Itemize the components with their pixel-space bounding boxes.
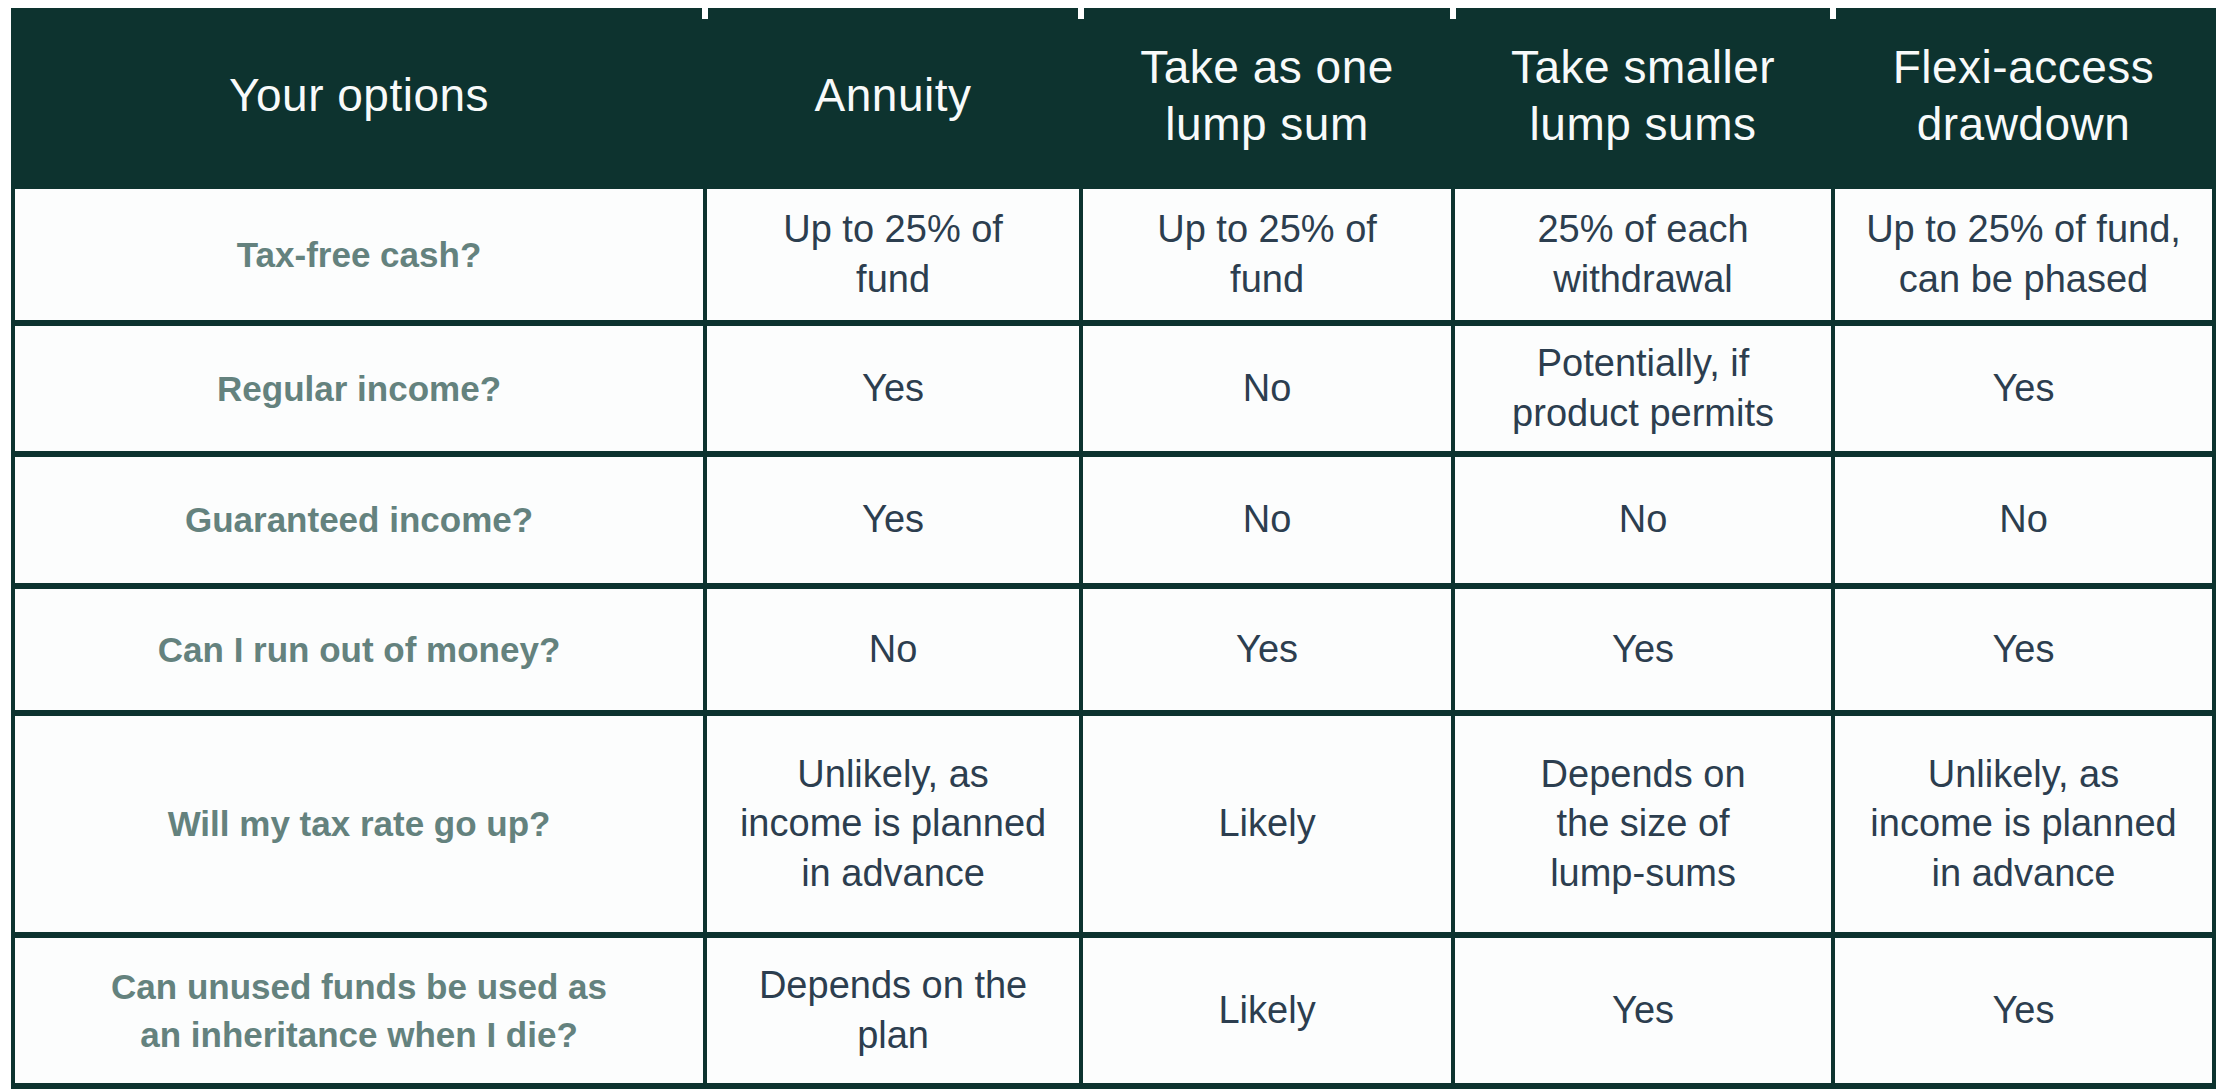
cell-tax-rate-annuity: Unlikely, as income is planned in advanc… <box>707 716 1079 932</box>
cell-regular-income-one-lump-sum: No <box>1083 326 1451 451</box>
header-cell-your-options: Your options <box>15 8 703 183</box>
cell-regular-income-annuity: Yes <box>707 326 1079 451</box>
options-comparison-table: Your options Annuity Take as one lump su… <box>11 8 2216 1089</box>
header-cell-smaller-lump-sums: Take smaller lump sums <box>1455 8 1831 183</box>
cell-guaranteed-income-one-lump-sum: No <box>1083 457 1451 583</box>
cell-run-out-of-money-annuity: No <box>707 589 1079 710</box>
row-label-unused-funds-inheritance: Can unused funds be used as an inheritan… <box>15 938 703 1083</box>
header-cell-one-lump-sum: Take as one lump sum <box>1083 8 1451 183</box>
header-cell-annuity: Annuity <box>707 8 1079 183</box>
cell-regular-income-flexi-access: Yes <box>1835 326 2212 451</box>
cell-tax-rate-smaller-lump-sums: Depends on the size of lump-sums <box>1455 716 1831 932</box>
cell-tax-rate-one-lump-sum: Likely <box>1083 716 1451 932</box>
cell-tax-free-cash-annuity: Up to 25% of fund <box>707 189 1079 320</box>
row-label-guaranteed-income: Guaranteed income? <box>15 457 703 583</box>
cell-guaranteed-income-flexi-access: No <box>1835 457 2212 583</box>
cell-guaranteed-income-annuity: Yes <box>707 457 1079 583</box>
row-label-tax-rate-go-up: Will my tax rate go up? <box>15 716 703 932</box>
cell-tax-free-cash-flexi-access: Up to 25% of fund, can be phased <box>1835 189 2212 320</box>
cell-inheritance-annuity: Depends on the plan <box>707 938 1079 1083</box>
cell-regular-income-smaller-lump-sums: Potentially, if product permits <box>1455 326 1831 451</box>
cell-tax-rate-flexi-access: Unlikely, as income is planned in advanc… <box>1835 716 2212 932</box>
cell-guaranteed-income-smaller-lump-sums: No <box>1455 457 1831 583</box>
cell-tax-free-cash-one-lump-sum: Up to 25% of fund <box>1083 189 1451 320</box>
cell-inheritance-flexi-access: Yes <box>1835 938 2212 1083</box>
row-label-regular-income: Regular income? <box>15 326 703 451</box>
cell-inheritance-one-lump-sum: Likely <box>1083 938 1451 1083</box>
cell-run-out-of-money-flexi-access: Yes <box>1835 589 2212 710</box>
header-cell-flexi-access-drawdown: Flexi-access drawdown <box>1835 8 2212 183</box>
cell-inheritance-smaller-lump-sums: Yes <box>1455 938 1831 1083</box>
row-label-run-out-of-money: Can I run out of money? <box>15 589 703 710</box>
cell-run-out-of-money-one-lump-sum: Yes <box>1083 589 1451 710</box>
row-label-tax-free-cash: Tax-free cash? <box>15 189 703 320</box>
cell-tax-free-cash-smaller-lump-sums: 25% of each withdrawal <box>1455 189 1831 320</box>
cell-run-out-of-money-smaller-lump-sums: Yes <box>1455 589 1831 710</box>
